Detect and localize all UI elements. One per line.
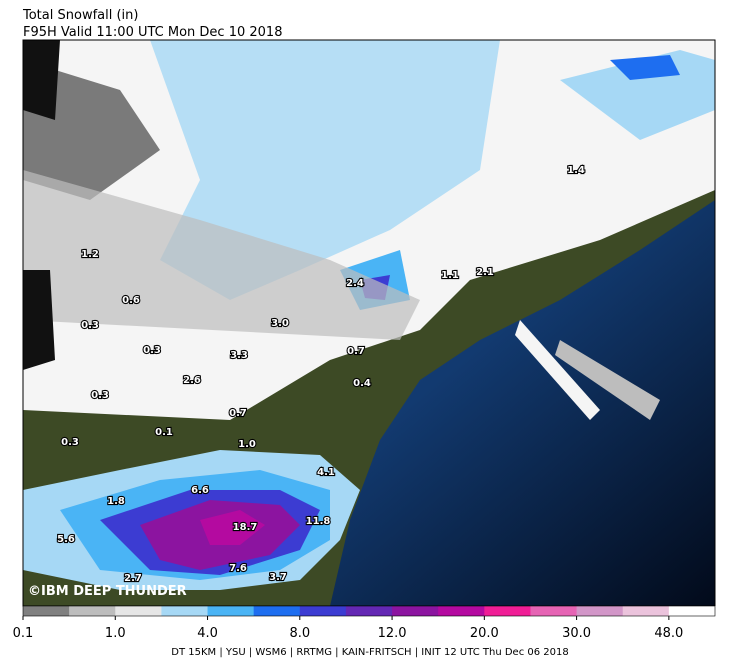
colorbar-tick-label: 1.0	[105, 626, 126, 641]
colorbar-tick-label: 12.0	[378, 626, 407, 641]
snow-label: 11.8	[306, 516, 331, 527]
snow-label: 2.7	[124, 573, 142, 584]
snow-label: 1.4	[567, 165, 585, 176]
snow-label: 3.0	[271, 318, 289, 329]
snow-label: 7.6	[229, 563, 247, 574]
colorbar-segment	[668, 606, 716, 616]
title: Total Snowfall (in)	[22, 8, 138, 23]
colorbar-segment	[115, 606, 162, 616]
colorbar-segment	[345, 606, 393, 616]
snow-label: 0.6	[122, 295, 140, 306]
snow-label: 3.7	[269, 572, 287, 583]
snow-label: 2.4	[346, 278, 364, 289]
colorbar-segment	[299, 606, 347, 616]
snow-label: 0.7	[229, 408, 247, 419]
snow-label: 3.3	[230, 350, 248, 361]
colorbar-frame	[22, 605, 716, 617]
snow-label: 2.1	[476, 267, 494, 278]
map-labels: 1.2 0.6 0.3 0.3 2.6 0.3 0.3 0.1 1.8 5.6 2.7 6.6 18.7…	[56, 164, 586, 585]
snow-label: 0.3	[61, 437, 79, 448]
colorbar-segment	[576, 606, 624, 616]
snow-label: 5.6	[57, 534, 75, 545]
colorbar-tick-label: 8.0	[289, 626, 310, 641]
colorbar-segment	[392, 606, 439, 616]
snow-label: 6.6	[191, 485, 209, 496]
subtitle: F95H Valid 11:00 UTC Mon Dec 10 2018	[23, 25, 282, 40]
snow-label: 18.7	[233, 522, 258, 533]
colorbar: 0.1 1.0 4.0 8.0 12.0 20.0 30.0 48.0	[13, 605, 716, 641]
colorbar-segment	[207, 606, 255, 616]
snow-label: 0.4	[353, 378, 371, 389]
colorbar-segment	[23, 606, 70, 616]
snow-label: 0.7	[347, 346, 365, 357]
colorbar-segment	[161, 606, 209, 616]
snow-label: 1.8	[107, 496, 125, 507]
snow-label: 0.1	[155, 427, 173, 438]
colorbar-segment	[69, 606, 116, 616]
snow-label: 1.1	[441, 270, 459, 281]
colorbar-segment	[530, 606, 578, 616]
snow-label: 2.6	[183, 375, 201, 386]
snow-label: 4.1	[317, 467, 335, 478]
colorbar-segment	[484, 606, 531, 616]
colorbar-tick-label: 4.0	[197, 626, 218, 641]
snow-label: 0.3	[143, 345, 161, 356]
snow-label: 1.0	[238, 439, 256, 450]
snow-label: 0.3	[81, 320, 99, 331]
watermark: ©IBM DEEP THUNDER	[28, 584, 187, 599]
colorbar-segment	[438, 606, 485, 616]
snow-label: 1.2	[81, 249, 99, 260]
colorbar-tick-label: 20.0	[470, 626, 499, 641]
colorbar-segment	[253, 606, 301, 616]
map	[23, 40, 715, 606]
colorbar-tick-label: 48.0	[654, 626, 683, 641]
colorbar-tick-label: 30.0	[562, 626, 591, 641]
colorbar-segment	[622, 606, 670, 616]
colorbar-tick-label: 0.1	[13, 626, 34, 641]
footer: DT 15KM | YSU | WSM6 | RRTMG | KAIN-FRIT…	[171, 647, 568, 658]
snow-label: 0.3	[91, 390, 109, 401]
